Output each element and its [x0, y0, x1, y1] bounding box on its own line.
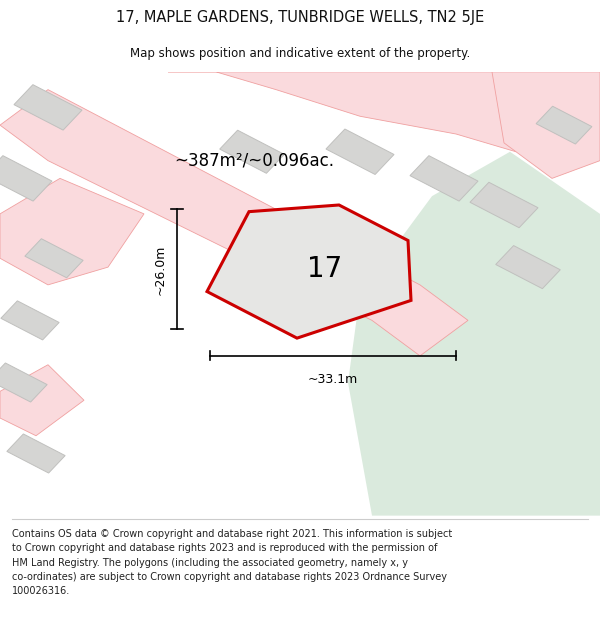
Text: ~26.0m: ~26.0m — [153, 244, 166, 294]
Text: ~33.1m: ~33.1m — [308, 372, 358, 386]
Text: Map shows position and indicative extent of the property.: Map shows position and indicative extent… — [130, 48, 470, 61]
Polygon shape — [1, 301, 59, 340]
Polygon shape — [14, 84, 82, 130]
Polygon shape — [496, 246, 560, 289]
Polygon shape — [168, 72, 576, 152]
Polygon shape — [0, 363, 47, 402]
Polygon shape — [0, 178, 144, 285]
Polygon shape — [220, 130, 284, 173]
Polygon shape — [470, 182, 538, 228]
Polygon shape — [348, 152, 600, 516]
Polygon shape — [326, 129, 394, 174]
Polygon shape — [7, 434, 65, 473]
Polygon shape — [0, 365, 84, 436]
Polygon shape — [492, 72, 600, 178]
Polygon shape — [0, 156, 52, 201]
Text: 17: 17 — [307, 255, 342, 283]
Polygon shape — [25, 239, 83, 278]
Polygon shape — [410, 156, 478, 201]
Text: 17, MAPLE GARDENS, TUNBRIDGE WELLS, TN2 5JE: 17, MAPLE GARDENS, TUNBRIDGE WELLS, TN2 … — [116, 11, 484, 26]
Polygon shape — [536, 106, 592, 144]
Polygon shape — [207, 205, 411, 338]
Polygon shape — [0, 89, 468, 356]
Text: Contains OS data © Crown copyright and database right 2021. This information is : Contains OS data © Crown copyright and d… — [12, 529, 452, 596]
Text: ~387m²/~0.096ac.: ~387m²/~0.096ac. — [174, 152, 334, 169]
